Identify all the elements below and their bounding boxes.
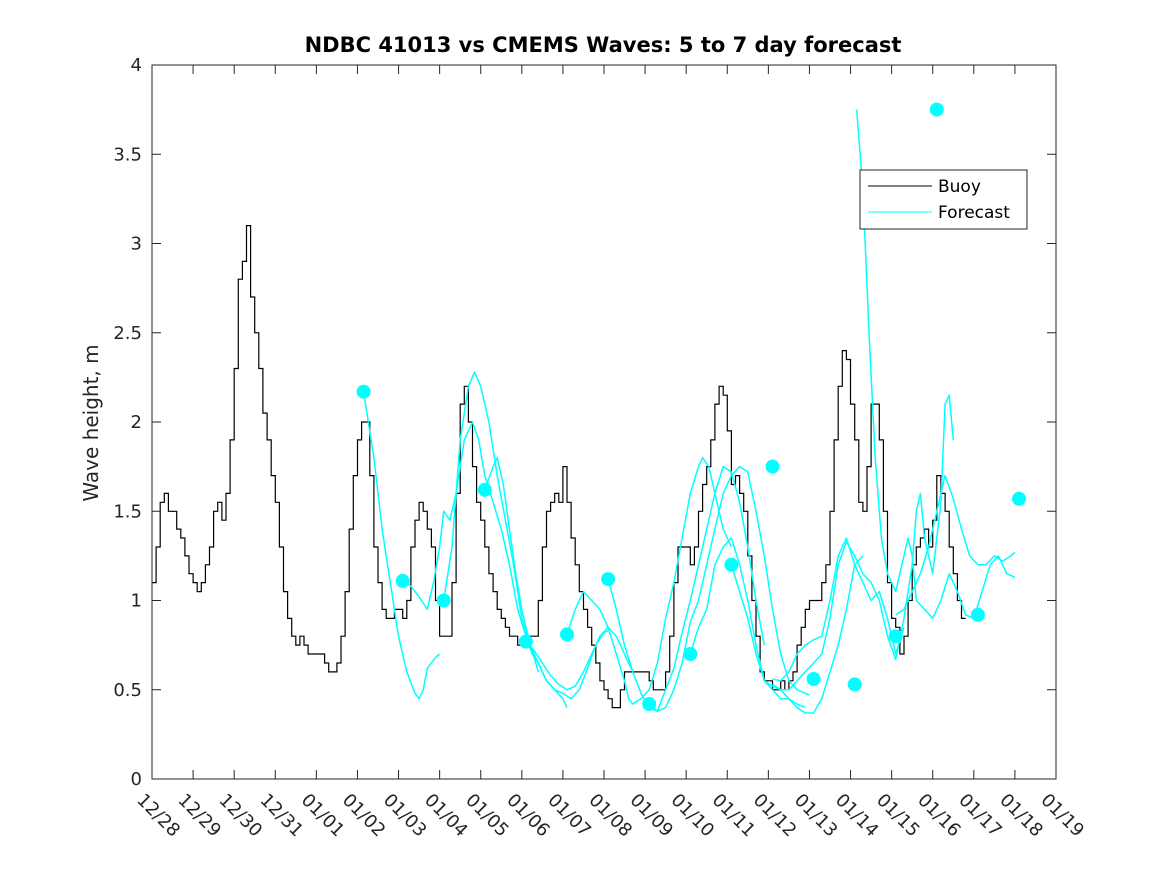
y-tick-label: 2.5	[113, 323, 142, 344]
forecast-marker	[929, 102, 944, 117]
forecast-marker	[642, 697, 657, 711]
series-line-forecast	[566, 456, 733, 705]
forecast-marker	[356, 384, 371, 399]
series-group	[152, 102, 1026, 714]
chart-title: NDBC 41013 vs CMEMS Waves: 5 to 7 day fo…	[305, 33, 902, 57]
y-tick-label: 3.5	[113, 144, 142, 165]
forecast-marker	[477, 482, 492, 497]
forecast-marker	[683, 647, 698, 661]
forecast-marker	[765, 459, 780, 474]
forecast-marker	[1012, 491, 1026, 506]
forecast-marker	[724, 557, 739, 572]
forecast-marker	[395, 573, 410, 588]
y-tick-label: 1	[131, 591, 142, 612]
series-line-buoy	[152, 225, 966, 709]
series-line-forecast	[689, 537, 864, 714]
forecast-marker	[847, 677, 862, 692]
legend: Buoy Forecast	[859, 169, 1028, 230]
forecast-marker	[806, 672, 821, 686]
series-line-forecast	[362, 391, 441, 700]
series-line-forecast	[525, 626, 634, 691]
legend-box	[859, 169, 1028, 230]
y-axis-label: Wave height, m	[79, 344, 103, 501]
y-tick-label: 3	[131, 234, 142, 255]
forecast-marker	[970, 607, 985, 622]
series-line-forecast	[442, 371, 609, 700]
plot-area-frame	[151, 64, 1057, 780]
y-tick-label: 0.5	[113, 680, 142, 701]
forecast-marker	[560, 627, 574, 642]
y-tick-label: 4	[131, 55, 142, 76]
series-line-forecast	[730, 564, 806, 709]
forecast-marker	[436, 593, 451, 608]
series-line-forecast	[772, 394, 955, 691]
forecast-marker	[888, 629, 903, 644]
legend-label-forecast: Forecast	[938, 203, 1010, 223]
forecast-marker	[518, 634, 533, 649]
series-line-forecast	[772, 537, 905, 682]
series-line-forecast	[607, 465, 766, 712]
y-tick-label: 1.5	[113, 501, 142, 522]
forecast-marker	[601, 572, 616, 587]
y-tick-label: 2	[131, 412, 142, 433]
series-line-forecast	[855, 109, 1016, 620]
legend-label-buoy: Buoy	[938, 177, 981, 197]
series-line-forecast	[648, 465, 810, 712]
series-line-forecast	[895, 474, 1016, 616]
y-tick-label: 0	[131, 769, 142, 790]
data-layer	[152, 102, 1026, 714]
